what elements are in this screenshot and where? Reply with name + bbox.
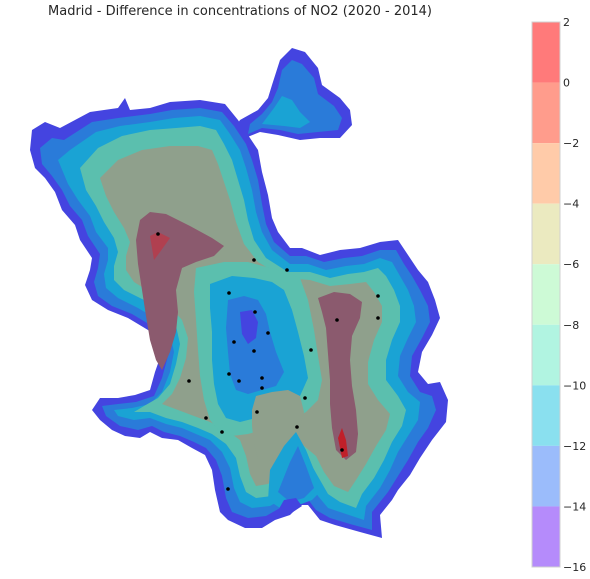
station-markers [156, 232, 380, 491]
colorbar-tick-label: −2 [563, 137, 579, 150]
colorbar-tick-label: −4 [563, 198, 579, 211]
station-marker [266, 331, 270, 335]
south-deep-wedge [278, 446, 314, 502]
station-marker [237, 379, 241, 383]
band-core-east [318, 292, 362, 460]
south-deepest [276, 498, 302, 514]
station-marker [252, 258, 256, 262]
station-marker [303, 396, 307, 400]
station-marker [227, 372, 231, 376]
station-marker [220, 430, 224, 434]
station-marker [232, 340, 236, 344]
colorbar-frame [531, 21, 561, 568]
station-marker [187, 379, 191, 383]
station-marker [204, 416, 208, 420]
central-blue [226, 296, 284, 394]
colorbar-band-2 [532, 143, 560, 204]
colorbar [531, 21, 561, 568]
station-marker [340, 448, 344, 452]
colorbar-band-4 [532, 264, 560, 325]
central-deep [240, 310, 258, 344]
colorbar-tick-label: 2 [563, 16, 570, 29]
colorbar-band-7 [532, 445, 560, 507]
station-marker [253, 310, 257, 314]
station-marker [295, 425, 299, 429]
station-marker [156, 232, 160, 236]
colorbar-band-6 [532, 385, 560, 446]
station-marker [255, 410, 259, 414]
colorbar-tick-label: −10 [563, 379, 586, 392]
station-marker [309, 348, 313, 352]
colorbar-tick-label: −12 [563, 440, 586, 453]
colorbar-band-1 [532, 82, 560, 144]
colorbar-tick-label: −6 [563, 258, 579, 271]
colorbar-ticks: 2 0 −2 −4 −6 −8 −10 −12 −14 −16 [563, 16, 586, 574]
station-marker [252, 349, 256, 353]
station-marker [260, 386, 264, 390]
north-lobe-inner [262, 96, 310, 128]
colorbar-tick-label: −16 [563, 561, 586, 574]
madrid-contour-map [30, 48, 448, 538]
colorbar-tick-label: −8 [563, 319, 579, 332]
colorbar-tick-label: 0 [563, 77, 570, 90]
station-marker [227, 291, 231, 295]
colorbar-band-5 [532, 324, 560, 386]
colorbar-band-0 [532, 22, 560, 83]
station-marker [260, 376, 264, 380]
station-marker [226, 487, 230, 491]
station-marker [376, 294, 380, 298]
station-marker [376, 316, 380, 320]
hot-spot-west [150, 232, 170, 260]
colorbar-tick-label: −14 [563, 500, 586, 513]
chart-title: Madrid - Difference in concentrations of… [48, 4, 432, 19]
central-inner-grey [252, 390, 304, 462]
station-marker [285, 268, 289, 272]
colorbar-band-8 [532, 506, 560, 567]
colorbar-band-3 [532, 203, 560, 265]
station-marker [335, 318, 339, 322]
